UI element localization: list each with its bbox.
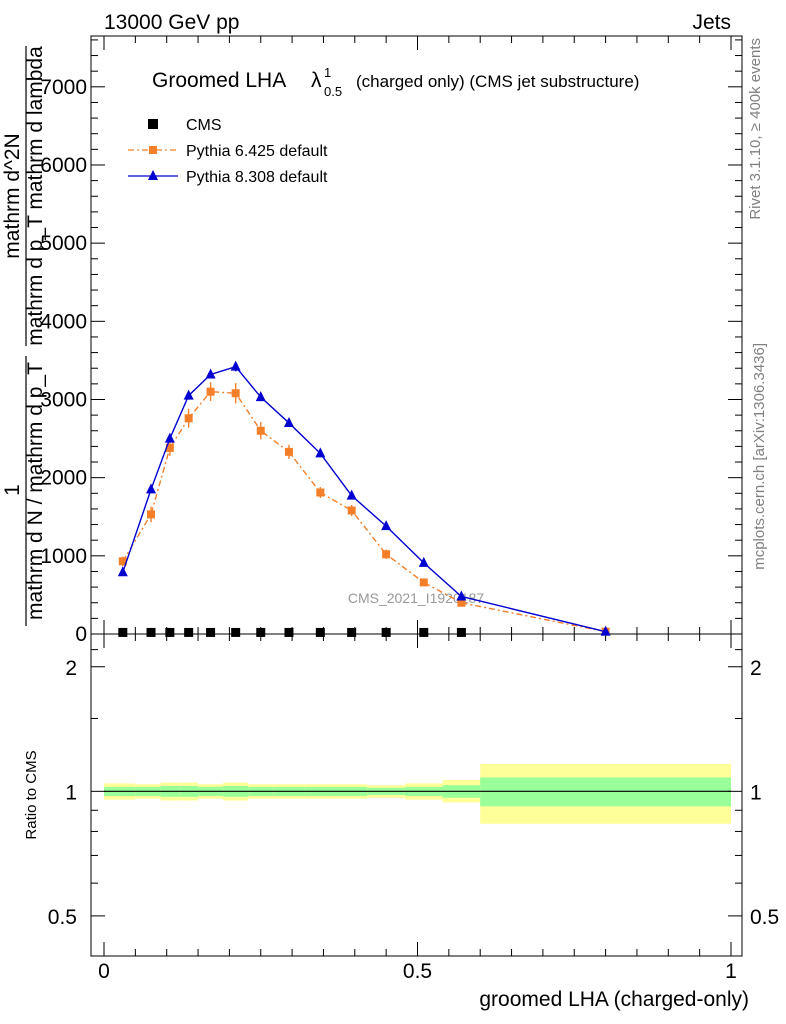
- data-point: [117, 566, 128, 577]
- x-axis-label: groomed LHA (charged-only): [479, 988, 749, 1011]
- data-point: [284, 627, 294, 637]
- series-layer: [117, 360, 611, 637]
- data-point: [600, 625, 611, 636]
- series-line-2: [122, 365, 606, 633]
- ratio-y-tick-label: 2: [65, 657, 77, 680]
- header-right: Jets: [692, 11, 731, 34]
- chart-title: Groomed LHA λ 1 0.5 (charged only) (CMS …: [152, 65, 639, 99]
- data-point: [284, 447, 293, 456]
- legend-label-pythia8: Pythia 8.308 default: [186, 169, 328, 186]
- data-point: [165, 443, 174, 452]
- rivet-version-label: Rivet 3.1.10, ≥ 400k events: [747, 38, 764, 220]
- y-tick-label: 0: [75, 623, 87, 646]
- data-point: [205, 368, 216, 379]
- data-point: [347, 627, 357, 637]
- data-point: [316, 488, 325, 497]
- data-point: [118, 627, 128, 637]
- data-point: [418, 556, 429, 567]
- ylabel-frac2-den: mathrm d p_T mathrm d lambda: [24, 46, 47, 346]
- legend-label-cms: CMS: [186, 117, 222, 134]
- data-point: [256, 426, 265, 435]
- x-tick-label: 1: [725, 960, 737, 983]
- legend-entry-pythia8: Pythia 8.308 default: [128, 169, 328, 186]
- data-point: [381, 520, 392, 531]
- ylabel-frac1-num: 1: [1, 484, 24, 496]
- ratio-y-tick-label: 0.5: [48, 906, 77, 929]
- data-point: [456, 627, 466, 637]
- mcplots-label: mcplots.cern.ch [arXiv:1306.3436]: [751, 343, 768, 570]
- ratio-y-axis-label: Ratio to CMS: [23, 750, 40, 839]
- data-point: [206, 387, 215, 396]
- data-point: [231, 389, 240, 398]
- title-superscript: 1: [324, 65, 331, 80]
- title-suffix: (charged only) (CMS jet substructure): [356, 72, 639, 91]
- data-point: [346, 489, 357, 500]
- data-point: [255, 391, 266, 402]
- data-point: [381, 627, 391, 637]
- data-point: [183, 389, 194, 400]
- header-left: 13000 GeV pp: [104, 11, 239, 34]
- y-tick-label: 1000: [40, 545, 87, 568]
- x-tick-label: 0.5: [403, 960, 432, 983]
- legend-marker-pythia8: [148, 170, 158, 180]
- ratio-y-axis: 0.5 0.5 1 1 2 2: [48, 649, 779, 929]
- y-tick-label: 3000: [40, 388, 87, 411]
- ratio-y-tick-label: 1: [65, 781, 77, 804]
- legend-marker-cms: [148, 119, 158, 129]
- data-point: [206, 627, 216, 637]
- legend-entry-pythia6: Pythia 6.425 default: [128, 143, 328, 160]
- ylabel-frac2-num: mathrm d^2N: [1, 133, 24, 258]
- ratio-y-tick-label-right: 1: [750, 781, 762, 804]
- data-point: [164, 432, 175, 443]
- data-point: [456, 590, 467, 601]
- x-tick-label: 0: [98, 960, 110, 983]
- data-point: [184, 627, 194, 637]
- data-point: [419, 627, 429, 637]
- main-y-axis: 0 1000 2000 3000 4000 5000 6000 7000: [40, 39, 742, 646]
- data-point: [419, 578, 428, 587]
- title-subscript: 0.5: [324, 84, 342, 99]
- ratio-y-tick-label-right: 2: [750, 657, 762, 680]
- data-point: [147, 510, 156, 519]
- y-tick-label: 4000: [40, 310, 87, 333]
- legend: CMS Pythia 6.425 default Pythia 8.308 de…: [128, 117, 328, 186]
- y-tick-label: 5000: [40, 232, 87, 255]
- data-point: [315, 447, 326, 458]
- ratio-bands: [104, 763, 731, 824]
- legend-entry-cms: CMS: [148, 117, 222, 134]
- y-tick-label: 6000: [40, 154, 87, 177]
- data-point: [146, 483, 157, 494]
- data-point: [283, 416, 294, 427]
- data-point: [165, 627, 175, 637]
- main-y-axis-label: 1 mathrm d N / mathrm d p_T mathrm d^2N …: [1, 46, 47, 626]
- y-tick-label: 2000: [40, 467, 87, 490]
- data-point: [382, 550, 391, 559]
- legend-marker-pythia6: [149, 146, 157, 154]
- x-axis: 0 0.5 1: [98, 36, 737, 983]
- data-point: [457, 598, 466, 607]
- legend-label-pythia6: Pythia 6.425 default: [186, 143, 328, 160]
- ratio-panel-frame: [90, 633, 743, 957]
- title-main: Groomed LHA: [152, 69, 286, 92]
- data-point: [256, 627, 266, 637]
- ratio-y-tick-label-right: 0.5: [750, 906, 779, 929]
- data-point: [184, 414, 193, 423]
- data-point: [347, 506, 356, 515]
- title-symbol: λ: [311, 69, 322, 92]
- data-point: [118, 557, 127, 566]
- data-point: [315, 627, 325, 637]
- data-point: [146, 627, 156, 637]
- y-tick-label: 7000: [40, 76, 87, 99]
- data-point: [230, 360, 241, 371]
- ylabel-frac1-den: mathrm d N / mathrm d p_T: [24, 362, 47, 620]
- series-line-1: [122, 390, 606, 633]
- data-point: [231, 627, 241, 637]
- analysis-watermark: CMS_2021_I1920187: [348, 590, 484, 606]
